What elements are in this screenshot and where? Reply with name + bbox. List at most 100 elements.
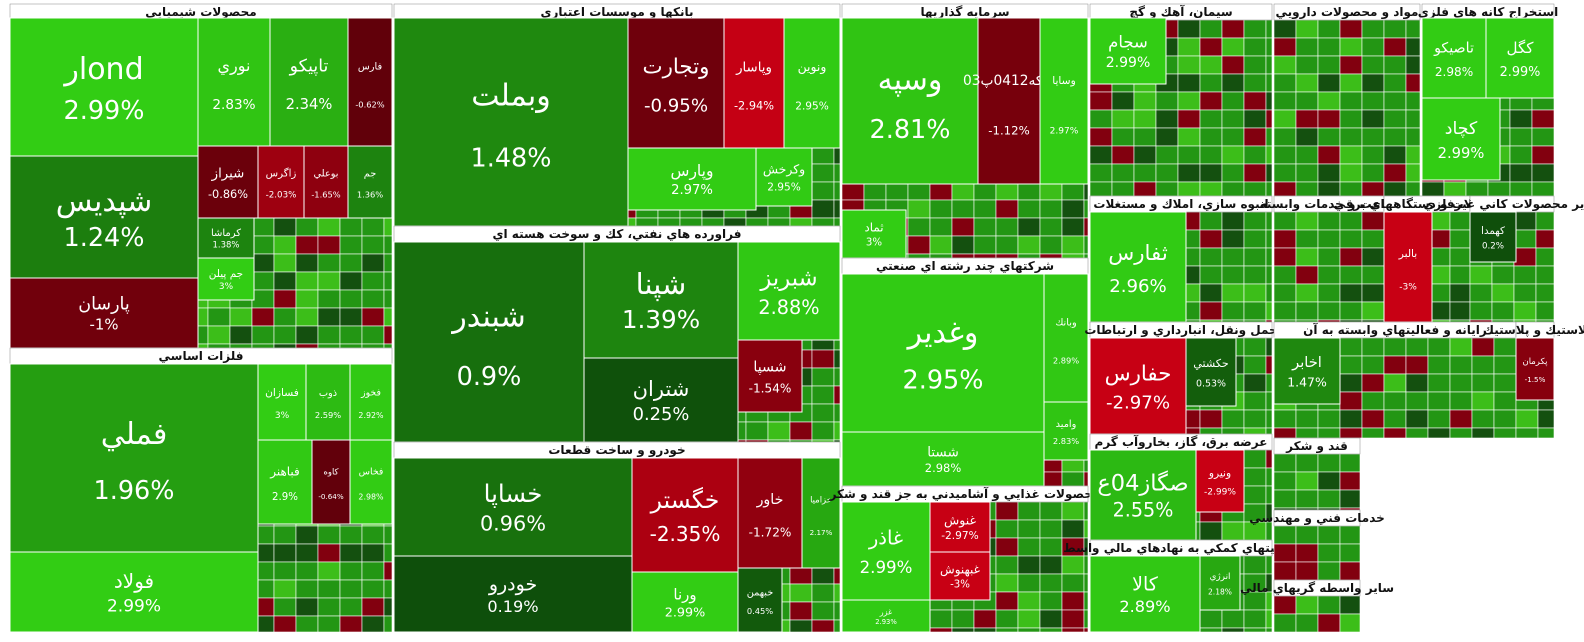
tile-name: فولاد: [114, 569, 154, 593]
filler-tile: [1339, 525, 1361, 545]
filler-tile: [1535, 265, 1555, 285]
sector: سرمايه گذاريها وسپه 2.81% سكه0412پ03 -1.12% و…: [841, 3, 1089, 259]
filler-tile: [1221, 109, 1245, 129]
filler-tile: [1265, 485, 1273, 505]
tile: [9, 17, 199, 157]
tile-name: زاگرس: [266, 166, 297, 179]
filler-tile: [1039, 627, 1063, 633]
filler-tile: [1199, 427, 1223, 435]
filler-tile: [1089, 145, 1113, 165]
tile: [1195, 449, 1245, 513]
filler-tile: [1265, 373, 1273, 393]
sector: ساير واسطه گريهاي مالي: [1240, 579, 1394, 633]
filler-tile: [1221, 247, 1245, 267]
filler-tile: [317, 307, 341, 327]
tile: [841, 501, 931, 601]
filler-tile: [1061, 591, 1085, 611]
filler-tile: [295, 325, 319, 345]
filler-tile: [295, 253, 319, 273]
tile-name: جم: [364, 168, 377, 179]
filler-tile: [251, 289, 275, 309]
filler-tile: [1491, 283, 1515, 303]
filler-tile: [229, 325, 253, 345]
sector-title: خدمات فني و مهندسي: [1249, 511, 1385, 526]
filler-tile: [251, 253, 275, 273]
filler-tile: [1513, 247, 1537, 267]
filler-tile: [701, 217, 725, 227]
filler-tile: [1317, 109, 1341, 129]
filler-tile: [1089, 109, 1113, 129]
filler-tile: [1317, 73, 1341, 93]
filler-tile: [339, 235, 363, 255]
tile-name: فسازان: [265, 386, 299, 399]
filler-tile: [1531, 163, 1555, 183]
filler-tile: [317, 325, 341, 345]
tile: [841, 599, 931, 633]
filler-tile: [1339, 489, 1361, 509]
tile-change: 2.95%: [795, 100, 829, 112]
tile-change: -0.62%: [355, 100, 384, 110]
filler-tile: [1061, 501, 1085, 521]
filler-tile: [383, 615, 393, 633]
filler-tile: [1513, 229, 1537, 249]
filler-tile: [1177, 163, 1201, 183]
filler-tile: [1061, 217, 1085, 237]
tile-name: غزر: [879, 608, 892, 617]
filler-tile: [1339, 55, 1363, 75]
sector: فلزات اساسي فملي 1.96% فولاد 2.99% فسازان 3% ذو…: [9, 347, 393, 633]
tile-change: 2.95%: [767, 181, 801, 193]
sector: ساير محصولات كاني غيرفلزي كهمدا 0.2%: [1423, 195, 1584, 323]
filler-tile: [811, 199, 835, 219]
filler-tile: [339, 253, 363, 273]
filler-tile: [1339, 391, 1363, 411]
tile-name: ارond: [62, 52, 143, 87]
filler-tile: [1405, 163, 1421, 183]
filler-tile: [383, 561, 393, 581]
filler-tile: [1361, 337, 1385, 357]
tile-change: -2.94%: [734, 98, 774, 112]
filler-tile: [1221, 181, 1245, 197]
filler-tile: [1111, 127, 1135, 147]
filler-tile: [1243, 301, 1267, 321]
filler-tile: [1317, 471, 1341, 491]
filler-tile: [1405, 181, 1421, 197]
filler-tile: [789, 583, 813, 603]
filler-tile: [1199, 181, 1223, 197]
tile-name: خودرو: [488, 573, 537, 595]
sector-title: سيمان، آهك و گچ: [1129, 4, 1232, 20]
filler-tile: [833, 367, 841, 387]
filler-tile: [1493, 337, 1517, 357]
filler-tile: [273, 615, 297, 633]
filler-tile: [1199, 283, 1223, 303]
filler-tile: [1243, 181, 1267, 197]
filler-tile: [317, 289, 341, 309]
filler-tile: [1133, 145, 1157, 165]
filler-tile: [273, 343, 297, 349]
tile: [257, 145, 305, 219]
filler-tile: [1317, 319, 1341, 323]
filler-tile: [833, 619, 841, 633]
filler-tile: [1039, 501, 1063, 521]
tile-change: 2.83%: [1053, 436, 1079, 446]
tile-name: وغدير: [906, 316, 979, 351]
filler-tile: [973, 627, 997, 633]
filler-tile: [1317, 145, 1341, 165]
filler-tile: [1383, 409, 1407, 429]
filler-tile: [1221, 55, 1245, 75]
tile: [737, 339, 803, 413]
filler-tile: [745, 421, 769, 441]
filler-tile: [1339, 373, 1363, 393]
tile-change: 2.99%: [860, 558, 913, 577]
tile: [737, 457, 803, 569]
tile: [349, 439, 393, 525]
sector: فراورده هاي نفتي، كك و سوخت هسته اي شبندر…: [393, 225, 841, 443]
filler-tile: [1221, 163, 1245, 183]
filler-tile: [1061, 199, 1085, 219]
filler-tile: [1243, 609, 1267, 629]
sector-header-bg: [1273, 3, 1421, 21]
tile-name: شيراز: [211, 166, 245, 181]
filler-tile: [1295, 181, 1319, 197]
filler-tile: [1449, 373, 1473, 393]
filler-tile: [951, 609, 975, 629]
tile-change: 2.97%: [1050, 126, 1079, 136]
